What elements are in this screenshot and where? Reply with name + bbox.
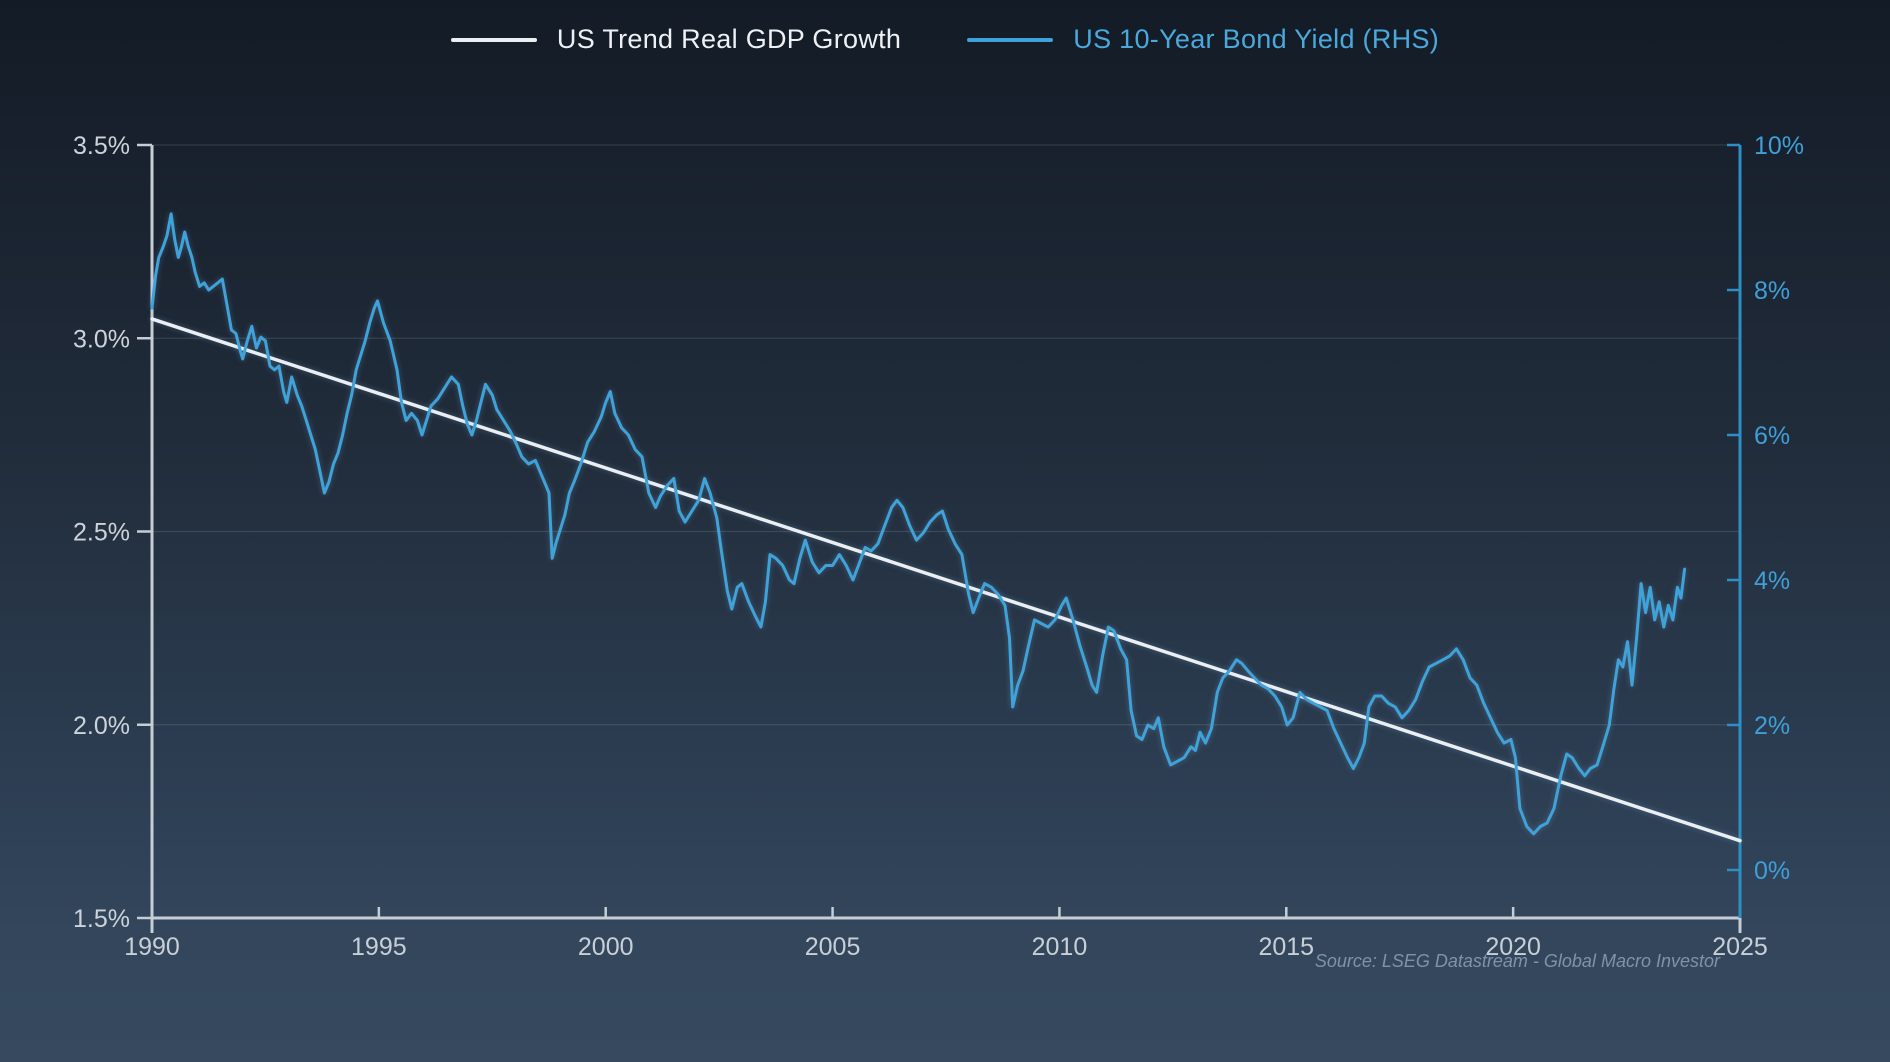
right-axis-label: 2%: [1754, 712, 1790, 740]
bond-yield-line: [150, 212, 1687, 836]
right-axis-label: 4%: [1754, 567, 1790, 595]
x-axis-label: 2015: [1258, 933, 1314, 961]
x-axis-label: 1995: [351, 933, 407, 961]
right-axis-label: 8%: [1754, 277, 1790, 305]
bond-yield-line-swatch: [967, 37, 1054, 42]
right-axis-label: 6%: [1754, 422, 1790, 450]
x-axis-label: 2000: [578, 933, 634, 961]
x-axis-label: 2010: [1032, 933, 1088, 961]
left-axis-label: 1.5%: [73, 905, 130, 933]
x-axis-label: 2020: [1485, 933, 1541, 961]
legend-item-gdp-trend: US Trend Real GDP Growth: [450, 24, 902, 55]
gdp-trend-line: [150, 317, 1742, 843]
gdp-trend-line-swatch: [450, 37, 537, 42]
right-axis-label: 0%: [1754, 857, 1790, 885]
left-axis-label: 3.0%: [73, 325, 130, 353]
left-axis-label: 3.5%: [73, 132, 130, 160]
source-attribution: Source: LSEG Datastream - Global Macro I…: [1314, 951, 1720, 971]
legend-item-bond-yield: US 10-Year Bond Yield (RHS): [967, 24, 1439, 55]
bond-yield-legend-label: US 10-Year Bond Yield (RHS): [1073, 24, 1440, 54]
x-axis-label: 1990: [124, 933, 180, 961]
right-axis-label: 10%: [1754, 132, 1804, 160]
x-axis-label: 2025: [1712, 933, 1768, 961]
left-axis-label: 2.0%: [73, 712, 130, 740]
x-axis-label: 2005: [805, 933, 861, 961]
chart-legend: US Trend Real GDP Growth US 10-Year Bond…: [0, 24, 1890, 55]
left-axis-label: 2.5%: [73, 519, 130, 547]
gdp-trend-legend-label: US Trend Real GDP Growth: [556, 24, 902, 54]
